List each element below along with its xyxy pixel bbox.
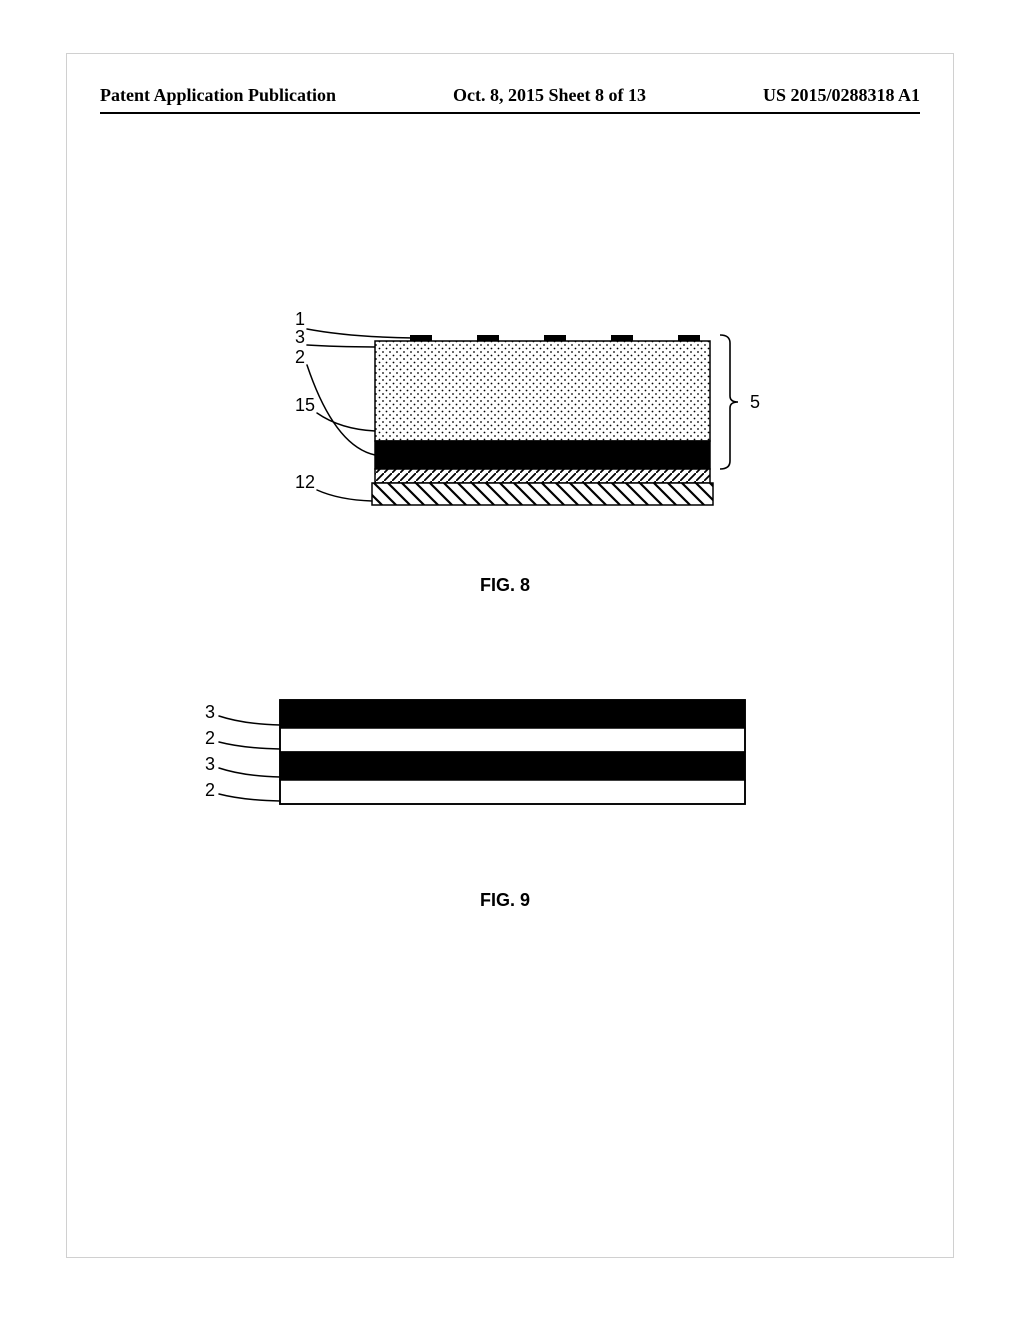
layer12 <box>372 483 713 505</box>
svg-text:2: 2 <box>205 780 215 800</box>
svg-text:2: 2 <box>295 347 305 367</box>
svg-text:3: 3 <box>205 754 215 774</box>
fig9-diagram: 3 2 3 2 <box>190 680 790 860</box>
layer2 <box>375 441 710 469</box>
figure-9: 3 2 3 2 <box>190 680 790 865</box>
page-header: Patent Application Publication Oct. 8, 2… <box>100 85 920 106</box>
svg-text:3: 3 <box>205 702 215 722</box>
svg-text:12: 12 <box>295 472 315 492</box>
header-rule <box>100 112 920 114</box>
header-left: Patent Application Publication <box>100 85 336 106</box>
svg-text:1: 1 <box>295 309 305 329</box>
header-right: US 2015/0288318 A1 <box>763 85 920 106</box>
fig8-diagram: 132 15 12 5 <box>280 305 800 565</box>
svg-text:5: 5 <box>750 392 760 412</box>
layer3_top <box>280 700 745 728</box>
layer3_bot <box>280 752 745 780</box>
figure-8: 132 15 12 5 <box>280 305 800 570</box>
fig8-caption: FIG. 8 <box>480 575 530 596</box>
svg-text:15: 15 <box>295 395 315 415</box>
layer15 <box>375 341 710 441</box>
layer3 <box>375 469 710 483</box>
layer2_top <box>280 728 745 752</box>
layer2_bot <box>280 780 745 804</box>
svg-text:2: 2 <box>205 728 215 748</box>
header-center: Oct. 8, 2015 Sheet 8 of 13 <box>453 85 646 106</box>
page-frame <box>66 53 954 1258</box>
fig9-caption: FIG. 9 <box>480 890 530 911</box>
svg-text:3: 3 <box>295 327 305 347</box>
